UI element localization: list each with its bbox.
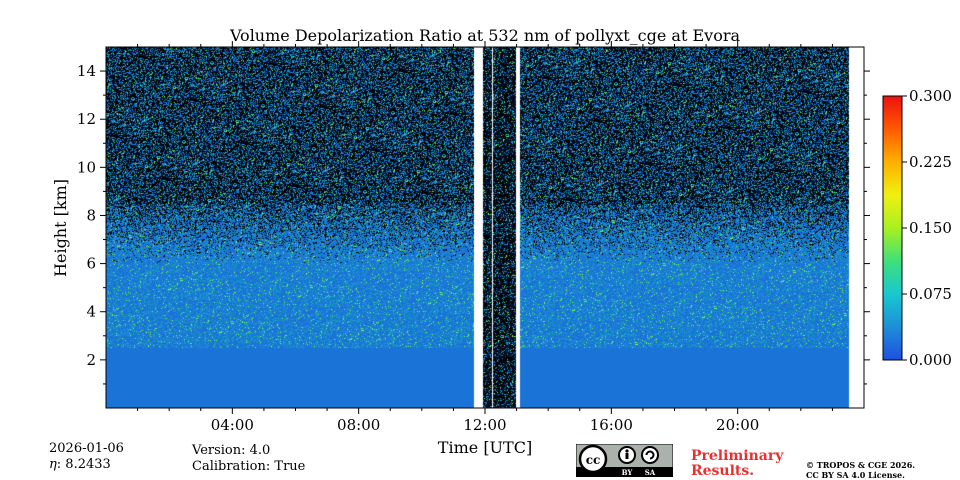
x-tick-label: 12:00 (463, 416, 506, 434)
colorbar (882, 95, 903, 361)
x-tick-label: 08:00 (337, 416, 380, 434)
x-tick-label: 04:00 (211, 416, 254, 434)
cc-icon (578, 444, 608, 474)
y-tick-label: 10 (77, 158, 96, 176)
preliminary-line1: Preliminary (691, 448, 784, 464)
colorbar-tick-label: 0.075 (909, 285, 952, 303)
version-label: Version: 4.0 (192, 443, 271, 458)
colorbar-tick-label: 0.225 (909, 153, 952, 171)
copyright-note: © TROPOS & CGE 2026. CC BY SA 4.0 Licens… (806, 460, 915, 480)
y-tick-label: 14 (77, 62, 96, 80)
heatmap-raster (106, 47, 864, 408)
colorbar-ticks: 0.000 0.075 0.150 0.225 0.300 (902, 87, 952, 369)
x-axis-label: Time [UTC] (438, 438, 532, 457)
x-tick-label: 20:00 (716, 416, 759, 434)
y-tick-label: 12 (77, 110, 96, 128)
y-tick-label: 2 (86, 351, 96, 369)
copyright-line1: © TROPOS & CGE 2026. (806, 460, 916, 470)
chart-title: Volume Depolarization Ratio at 532 nm of… (229, 26, 741, 45)
colorbar-tick-label: 0.000 (909, 351, 952, 369)
meta-version: Version: 4.0 Calibration: True (192, 443, 305, 475)
preliminary-results-note: Preliminary Results. (691, 449, 783, 479)
y-axis-label: Height [km] (51, 179, 70, 277)
calibration-label: Calibration: True (192, 459, 306, 474)
y-tick-label: 8 (86, 206, 96, 224)
x-tick-label: 16:00 (590, 416, 633, 434)
cc-icon-text: cc (586, 453, 601, 467)
colorbar-tick-label: 0.300 (909, 87, 952, 105)
colorbar-tick-label: 0.150 (909, 219, 952, 237)
sa-text: SA (645, 468, 656, 477)
copyright-line2: CC BY SA 4.0 License. (806, 470, 905, 480)
date-label: 2026-01-06 (49, 441, 124, 456)
cc-by-sa-logo: cc BY SA (576, 444, 673, 477)
meta-left: 2026-01-06 η: 8.2433 (49, 441, 124, 473)
by-text: BY (622, 468, 634, 477)
preliminary-line2: Results. (691, 463, 755, 479)
axis-ticks: 04:00 08:00 12:00 16:00 20:00 2 4 6 8 10 12 14 (77, 41, 870, 434)
eta-label: η: 8.2433 (49, 457, 124, 473)
y-tick-label: 4 (86, 303, 96, 321)
y-tick-label: 6 (86, 255, 96, 273)
sa-icon (641, 446, 659, 464)
eta-symbol: η (49, 457, 57, 472)
eta-value: : 8.2433 (56, 457, 111, 472)
heatmap-image (106, 47, 864, 408)
